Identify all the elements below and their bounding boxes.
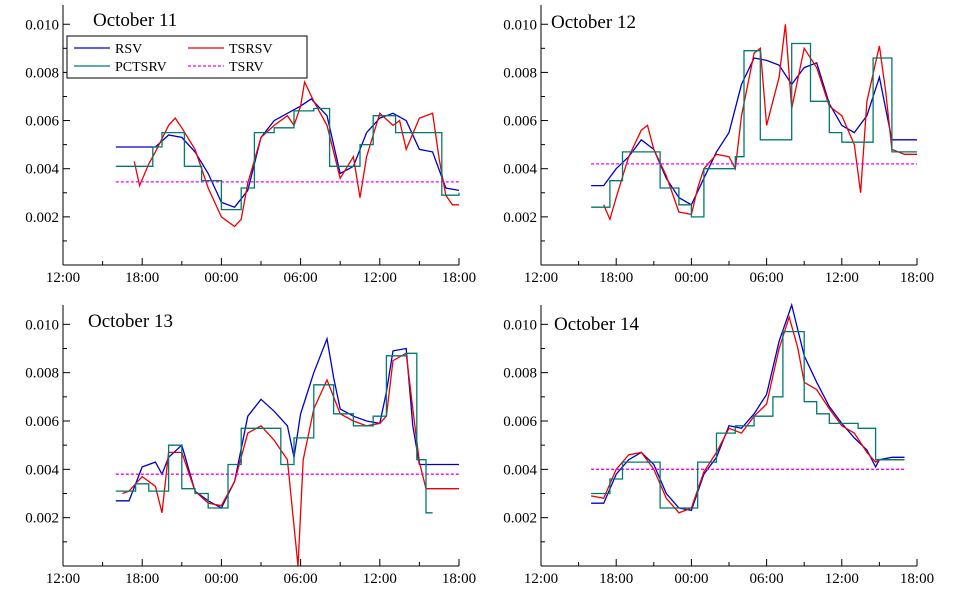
panel-october-13: October 13 0.002 0.004 0.006 0.008 0.010 12:0…: [25, 305, 476, 587]
y-tick-label: 0.010: [25, 17, 59, 33]
panel-title: October 14: [554, 314, 639, 335]
x-tick-label: 18:00: [125, 270, 159, 286]
y-tick-label: 0.002: [503, 210, 537, 226]
x-tick-label: 00:00: [204, 270, 238, 286]
series-line-pctsrv: [115, 352, 433, 514]
y-tick-label: 0.008: [503, 366, 537, 382]
x-tick-label: 18:00: [900, 571, 934, 587]
y-tick-label: 0.002: [25, 210, 59, 226]
panel-title: October 12: [551, 12, 636, 33]
y-tick-label: 0.008: [25, 65, 59, 81]
series-line-pctsrv: [591, 330, 905, 509]
y-tick-label: 0.010: [503, 17, 537, 33]
x-tick-label: 18:00: [442, 571, 476, 587]
x-tick-label: 06:00: [284, 571, 318, 587]
x-tick-label: 00:00: [204, 571, 238, 587]
y-tick-label: 0.004: [503, 162, 537, 178]
y-tick-label: 0.008: [25, 366, 59, 382]
x-tick-label: 12:00: [825, 270, 859, 286]
x-tick-label: 12:00: [46, 270, 80, 286]
x-tick-label: 12:00: [524, 270, 558, 286]
panel-october-11: October 11 0.002 0.004 0.006 0.008 0.010 12:0…: [25, 5, 476, 286]
y-tick-label: 0.010: [503, 317, 537, 333]
series-line-tsrsv: [603, 24, 917, 222]
series-line-tsrsv: [133, 79, 459, 228]
x-tick-label: 00:00: [674, 270, 708, 286]
y-tick-label: 0.006: [503, 114, 537, 130]
x-tick-label: 18:00: [442, 270, 476, 286]
x-tick-label: 06:00: [750, 270, 784, 286]
series-line-rsv: [591, 302, 905, 512]
legend-label-rsv: RSV: [115, 42, 142, 57]
y-tick-label: 0.010: [25, 317, 59, 333]
y-tick-label: 0.004: [25, 162, 59, 178]
legend-label-tsrv: TSRV: [229, 60, 264, 75]
x-tick-label: 18:00: [599, 571, 633, 587]
y-tick-label: 0.002: [503, 511, 537, 527]
series-line-tsrsv: [590, 314, 905, 514]
series-line-tsrsv: [122, 352, 459, 567]
series-line-rsv: [591, 57, 917, 206]
legend: RSV TSRSV PCTSRV TSRV: [66, 35, 308, 79]
legend-label-pctsrv: PCTSRV: [115, 60, 167, 75]
x-tick-label: 12:00: [363, 571, 397, 587]
y-tick-label: 0.006: [503, 414, 537, 430]
x-tick-label: 00:00: [674, 571, 708, 587]
panel-october-12: October 12 0.002 0.004 0.006 0.008 0.010 12:0…: [503, 5, 934, 286]
legend-label-tsrsv: TSRSV: [229, 42, 273, 57]
x-tick-label: 06:00: [750, 571, 784, 587]
x-tick-label: 12:00: [524, 571, 558, 587]
y-tick-label: 0.004: [25, 462, 59, 478]
panel-october-14: October 14 0.002 0.004 0.006 0.008 0.010 12:0…: [503, 302, 934, 587]
legend-box: [66, 35, 308, 79]
series-line-pctsrv: [115, 107, 460, 211]
y-tick-label: 0.002: [25, 511, 59, 527]
x-tick-label: 12:00: [46, 571, 80, 587]
series-line-pctsrv: [591, 42, 917, 218]
x-tick-label: 12:00: [363, 270, 397, 286]
panel-title: October 11: [93, 10, 177, 31]
x-tick-label: 18:00: [599, 270, 633, 286]
y-tick-label: 0.006: [25, 414, 59, 430]
panel-title: October 13: [88, 311, 173, 332]
x-tick-label: 06:00: [284, 270, 318, 286]
y-tick-label: 0.006: [25, 114, 59, 130]
y-tick-label: 0.008: [503, 65, 537, 81]
y-tick-label: 0.004: [503, 462, 537, 478]
x-tick-label: 18:00: [125, 571, 159, 587]
x-tick-label: 18:00: [900, 270, 934, 286]
x-tick-label: 12:00: [825, 571, 859, 587]
